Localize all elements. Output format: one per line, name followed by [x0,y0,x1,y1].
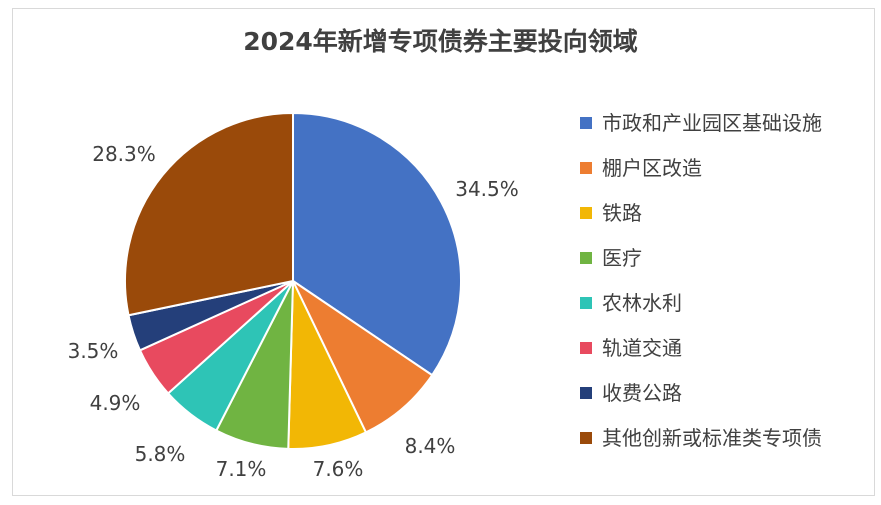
legend-swatch [580,387,592,399]
legend-swatch [580,252,592,264]
chart-title: 2024年新增专项债券主要投向领域 [243,27,638,56]
data-label-5: 5.8% [135,442,186,466]
legend-item-1: 市政和产业园区基础设施 [580,111,822,156]
legend-swatch [580,297,592,309]
legend-item-2: 棚户区改造 [580,156,822,201]
data-label-6: 4.9% [90,391,141,415]
data-label-3: 7.6% [313,457,364,481]
legend-label: 市政和产业园区基础设施 [602,111,822,135]
data-label-2: 8.4% [405,434,456,458]
legend-label: 轨道交通 [602,336,682,360]
legend-item-3: 铁路 [580,201,822,246]
data-label-7: 3.5% [68,339,119,363]
legend-label: 铁路 [602,201,642,225]
pie-slice-2 [290,278,434,434]
legend: 市政和产业园区基础设施 棚户区改造铁路医疗农林水利轨道交通收费公路其他创新或标准类… [580,111,822,471]
data-label-8: 28.3% [92,142,156,166]
legend-swatch [580,207,592,219]
legend-label: 棚户区改造 [602,156,702,180]
legend-label: 其他创新或标准类专项债 [602,426,822,450]
legend-item-7: 收费公路 [580,381,822,426]
legend-label: 医疗 [602,246,642,270]
legend-label: 农林水利 [602,291,682,315]
legend-swatch [580,432,592,444]
legend-swatch [580,342,592,354]
legend-swatch [580,162,592,174]
legend-item-4: 医疗 [580,246,822,291]
legend-swatch [580,117,592,129]
legend-label: 收费公路 [602,381,682,405]
legend-item-5: 农林水利 [580,291,822,336]
data-label-4: 7.1% [216,457,267,481]
legend-item-8: 其他创新或标准类专项债 [580,426,822,471]
pie-slice-1 [292,111,462,377]
pie-slice-8 [124,111,294,317]
data-label-1: 34.5% [455,177,519,201]
legend-item-6: 轨道交通 [580,336,822,381]
